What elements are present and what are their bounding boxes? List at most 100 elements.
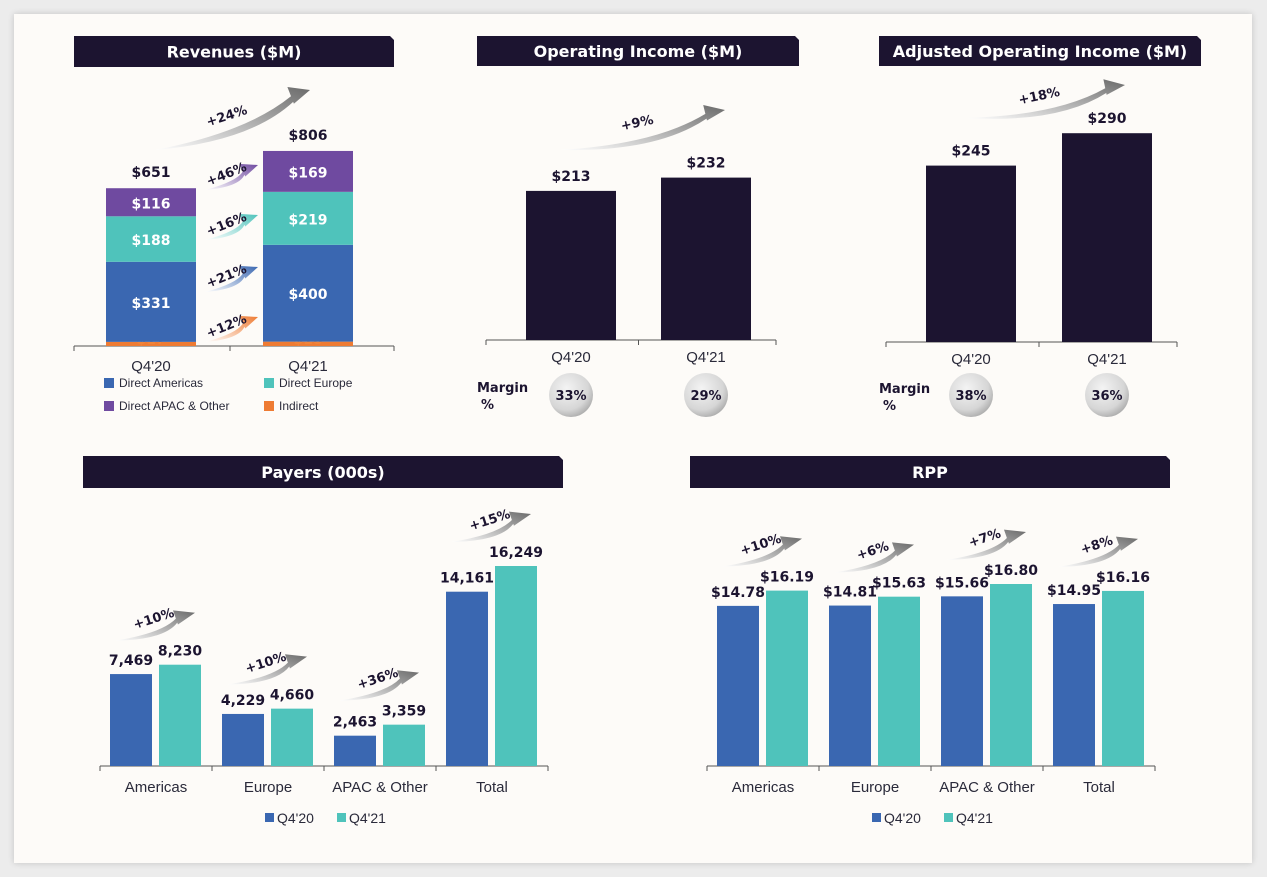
adjopinc-margin-value: 36% <box>1091 389 1122 404</box>
revenues-bar-segment <box>263 244 353 342</box>
payers-category-label: Europe <box>244 779 292 796</box>
revenues-category-label: Q4'21 <box>288 358 328 375</box>
revenues-total-label: $651 <box>132 165 171 181</box>
rpp-bar <box>829 605 871 766</box>
payers-value-label: 14,161 <box>440 571 494 587</box>
rpp-growth-arrow <box>834 542 914 573</box>
opinc-growth: +9% <box>620 113 655 135</box>
rpp-value-label: $16.19 <box>760 570 814 586</box>
opinc-header-bg <box>477 36 799 66</box>
payers-value-label: 3,359 <box>382 704 426 720</box>
revenues-apac-growth-arrow <box>205 163 258 190</box>
revenues-legend-swatch <box>104 378 114 388</box>
payers-growth-arrow <box>227 654 307 685</box>
revenues-legend-swatch <box>104 401 114 411</box>
payers-legend-label: Q4'20 <box>277 810 314 826</box>
rpp-category-label: Americas <box>732 779 795 796</box>
revenues-legend-label: Direct Europe <box>279 376 353 390</box>
revenues-bar-segment <box>106 261 196 342</box>
revenues-europe-growth-arrow <box>205 213 258 240</box>
adjopinc-growth-arrow <box>965 79 1125 119</box>
payers-growth-arrow <box>339 670 419 701</box>
rpp-value-label: $15.63 <box>872 576 926 592</box>
adjopinc-margin-circle <box>949 373 993 417</box>
payers-category-label: Total <box>476 779 508 796</box>
rpp-bar <box>766 590 808 766</box>
revenues-segment-label: $331 <box>132 296 171 312</box>
payers-legend-swatch <box>337 813 346 822</box>
opinc-growth-arrow <box>560 104 725 151</box>
rpp-header-bg <box>690 456 1170 488</box>
revenues-legend-swatch <box>264 401 274 411</box>
rpp-growth-arrow <box>1058 536 1138 567</box>
opinc-value-label: $232 <box>687 156 726 172</box>
adjopinc-value-label: $245 <box>952 144 991 160</box>
revenues-segment-label: $116 <box>132 196 171 212</box>
rpp-legend-swatch <box>944 813 953 822</box>
payers-value-label: 7,469 <box>109 653 153 669</box>
payers-bar <box>446 591 488 766</box>
revenues-segment-label: $400 <box>289 287 328 303</box>
opinc-margin-value: 33% <box>555 389 586 404</box>
payers-bar <box>222 713 264 766</box>
adjopinc-header-title: Adjusted Operating Income ($M) <box>893 42 1188 61</box>
rpp-bar <box>1053 604 1095 766</box>
revenues-total-growth-arrow <box>155 86 310 150</box>
payers-growth-arrow <box>451 511 531 542</box>
rpp-legend-label: Q4'20 <box>884 810 921 826</box>
opinc-margin-label: Margin% <box>477 381 528 413</box>
rpp-legend-label: Q4'21 <box>956 810 993 826</box>
adjopinc-margin-circle <box>1085 373 1129 417</box>
payers-bar <box>383 724 425 766</box>
opinc-margin-circle <box>684 373 728 417</box>
payers-header-title: Payers (000s) <box>261 463 384 482</box>
rpp-growth-arrow <box>722 536 802 567</box>
opinc-header-title: Operating Income ($M) <box>534 42 743 61</box>
rpp-value-label: $15.66 <box>935 575 989 591</box>
rpp-growth-arrow <box>946 529 1026 560</box>
revenues-legend-label: Direct APAC & Other <box>119 399 229 413</box>
payers-category-label: Americas <box>125 779 188 796</box>
rpp-value-label: $14.81 <box>823 585 877 601</box>
payers-value-label: 4,229 <box>221 693 265 709</box>
rpp-bar <box>878 596 920 766</box>
opinc-margin-value: 29% <box>690 389 721 404</box>
payers-value-label: 4,660 <box>270 688 315 704</box>
payers-bar <box>159 664 201 766</box>
revenues-bar-segment <box>263 341 353 346</box>
adjopinc-header-bg <box>879 36 1201 66</box>
revenues-bar-segment <box>263 191 353 245</box>
opinc-margin-circle <box>549 373 593 417</box>
rpp-bar <box>717 605 759 766</box>
revenues-legend-label: Direct Americas <box>119 376 203 390</box>
payers-value-label: 8,230 <box>158 644 203 660</box>
revenues-category-label: Q4'20 <box>131 358 171 375</box>
opinc-category-label: Q4'20 <box>551 349 591 366</box>
opinc-category-label: Q4'21 <box>686 349 726 366</box>
payers-growth-arrow <box>115 610 195 641</box>
payers-legend-swatch <box>265 813 274 822</box>
payers-bar <box>110 674 152 766</box>
revenues-header-title: Revenues ($M) <box>167 43 302 62</box>
revenues-segment-label: $169 <box>289 165 328 181</box>
rpp-bar <box>941 596 983 766</box>
adjopinc-value-label: $290 <box>1088 111 1127 127</box>
revenues-legend-label: Indirect <box>279 399 319 413</box>
payers-value-label: 16,249 <box>489 545 543 561</box>
opinc-bar <box>661 177 751 340</box>
adjopinc-growth: +18% <box>1017 85 1061 108</box>
revenues-segment-label: $188 <box>132 233 171 249</box>
revenues-bar-segment <box>106 341 196 346</box>
payers-category-label: APAC & Other <box>332 779 428 796</box>
payers-value-label: 2,463 <box>333 715 377 731</box>
rpp-value-label: $14.78 <box>711 585 765 601</box>
payers-bar <box>334 735 376 766</box>
revenues-legend-swatch <box>264 378 274 388</box>
adjopinc-margin-value: 38% <box>955 389 986 404</box>
rpp-category-label: APAC & Other <box>939 779 1035 796</box>
adjopinc-bar <box>1062 133 1152 342</box>
rpp-header-title: RPP <box>912 463 948 482</box>
payers-bar <box>271 708 313 766</box>
revenues-segment-label: $219 <box>289 212 328 228</box>
